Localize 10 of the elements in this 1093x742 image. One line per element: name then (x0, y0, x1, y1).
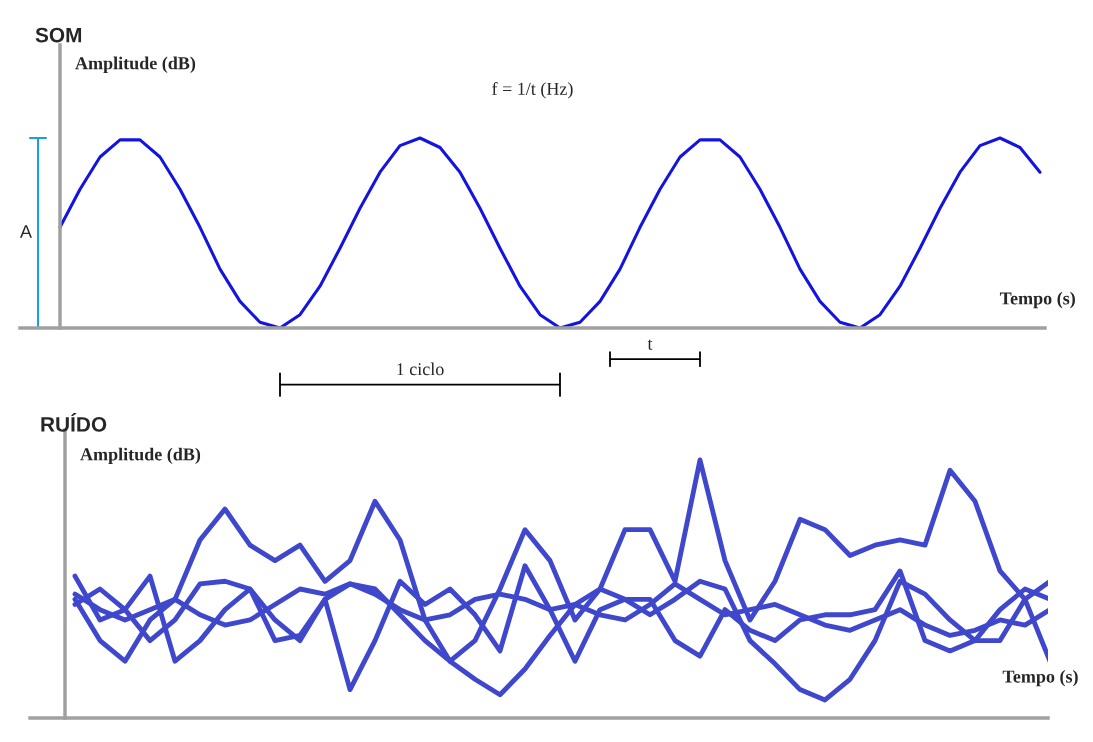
y-axis-title: Amplitude (dB) (80, 447, 201, 465)
y-axis-title: Amplitude (dB) (75, 56, 196, 73)
text: 1 ciclo (397, 362, 444, 376)
text: t (647, 339, 653, 350)
chart-title: RUÍDO (41, 413, 107, 432)
x-axis-title: Tempo (s) (1002, 669, 1078, 687)
text: f = 1/t (Hz) (492, 82, 573, 99)
text: A (19, 225, 32, 238)
x-axis-title: Tempo (s) (999, 291, 1075, 309)
chart-title: SOM (35, 27, 82, 43)
